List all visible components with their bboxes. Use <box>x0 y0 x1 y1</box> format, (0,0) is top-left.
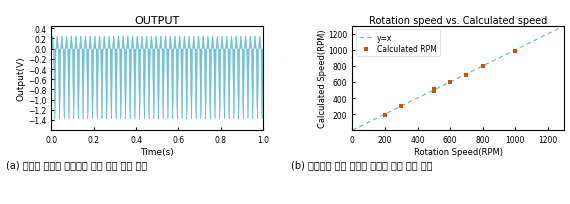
y=x <box>475 67 482 70</box>
Text: (b) 마찰대전 발전 장치를 활용한 속도 측정 결과: (b) 마찰대전 발전 장치를 활용한 속도 측정 결과 <box>291 159 433 169</box>
Y-axis label: Output(V): Output(V) <box>16 56 25 101</box>
Calculated RPM <box>446 81 455 84</box>
y=x <box>450 80 457 82</box>
Line: y=x: y=x <box>352 27 564 131</box>
Calculated RPM <box>429 90 438 93</box>
Title: OUTPUT: OUTPUT <box>135 16 180 26</box>
Text: (a) 베어링 구조의 마찰대전 발전 장치 출력 결과: (a) 베어링 구조의 마찰대전 발전 장치 출력 결과 <box>6 159 148 169</box>
y=x <box>451 79 458 82</box>
X-axis label: Rotation Speed(RPM): Rotation Speed(RPM) <box>414 147 503 156</box>
y=x <box>463 73 470 75</box>
y=x <box>523 44 530 47</box>
y=x <box>561 25 568 28</box>
Title: Rotation speed vs. Calculated speed: Rotation speed vs. Calculated speed <box>369 16 547 26</box>
Y-axis label: Calculated Speed(RPM): Calculated Speed(RPM) <box>317 29 327 128</box>
Calculated RPM <box>462 74 471 77</box>
y=x <box>349 129 356 132</box>
X-axis label: Time(s): Time(s) <box>140 147 174 156</box>
Legend: y=x, Calculated RPM: y=x, Calculated RPM <box>356 30 439 57</box>
Calculated RPM <box>429 88 438 91</box>
Calculated RPM <box>478 65 487 68</box>
Calculated RPM <box>511 50 520 53</box>
Calculated RPM <box>397 105 406 108</box>
Calculated RPM <box>380 114 389 117</box>
y=x <box>556 28 563 30</box>
